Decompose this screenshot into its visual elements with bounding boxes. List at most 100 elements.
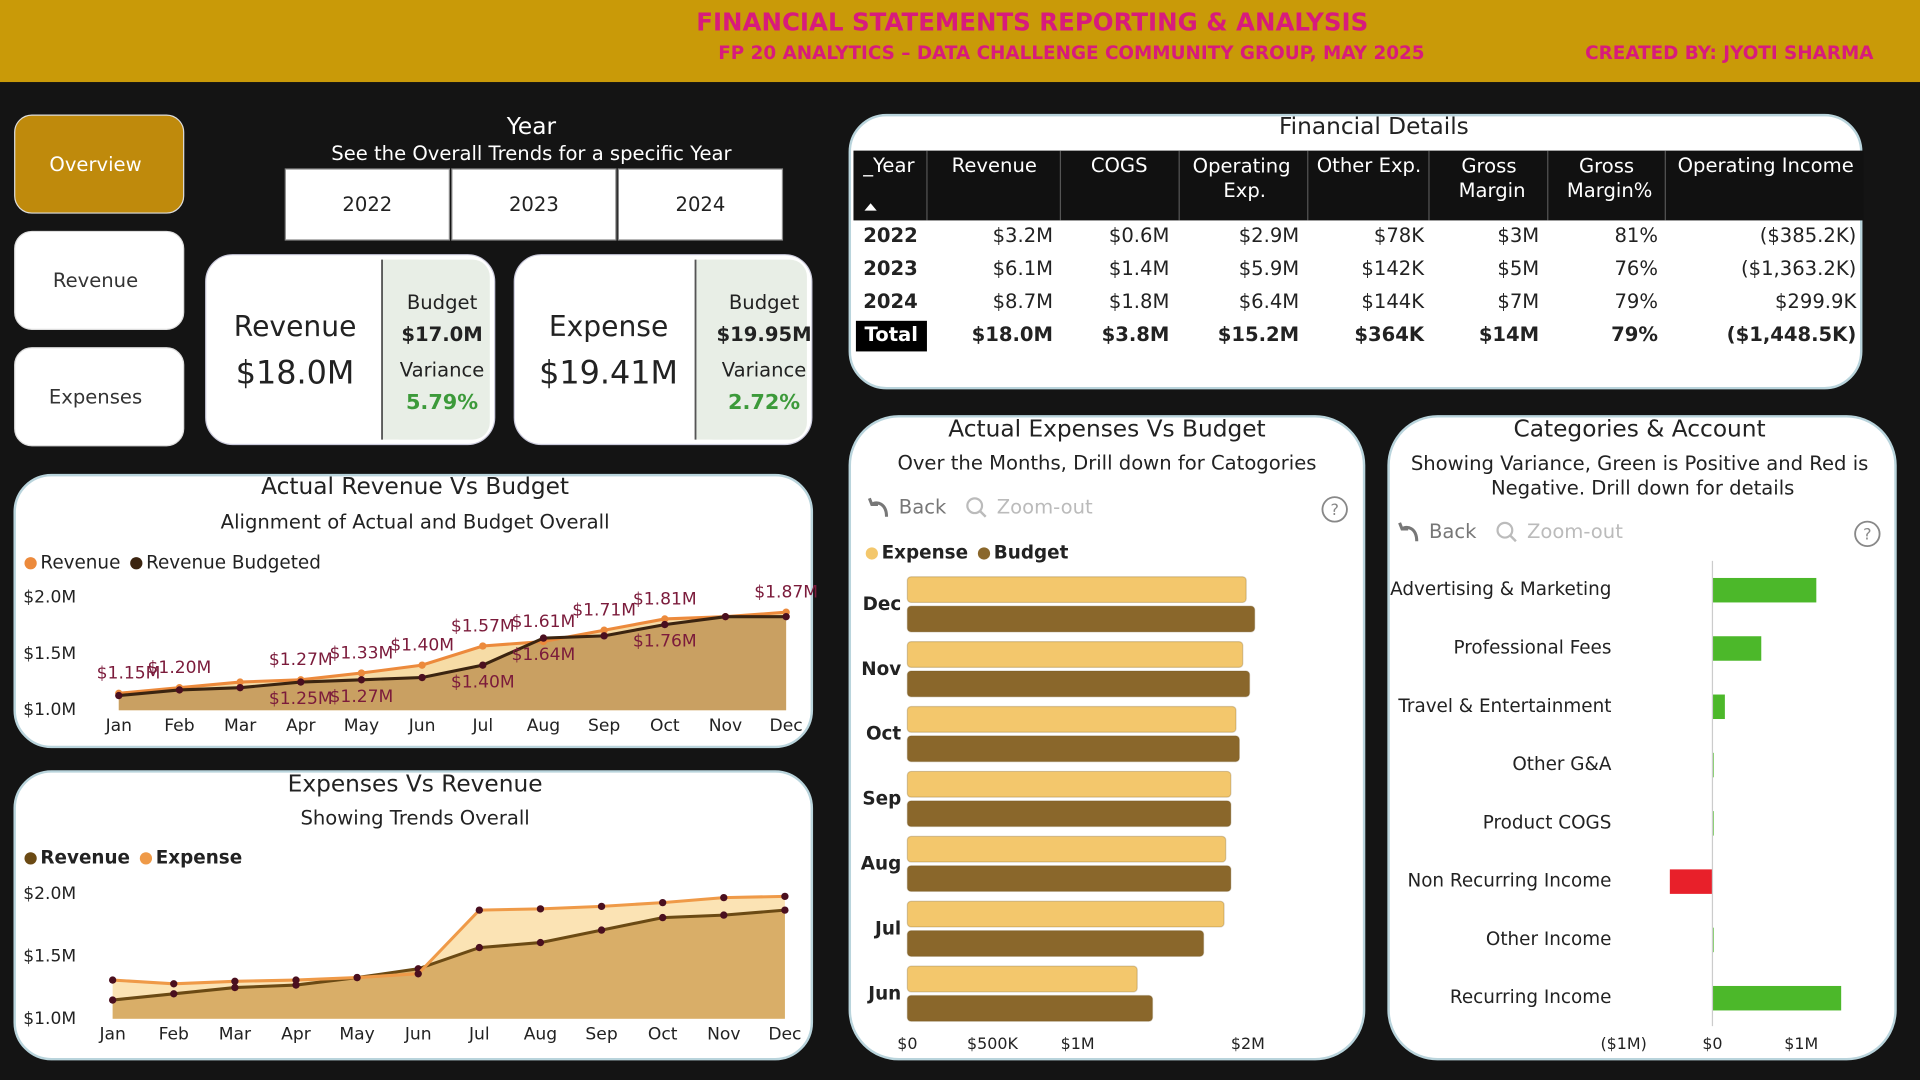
- data-point: [781, 892, 789, 901]
- bar: [906, 994, 1154, 1022]
- category-label: Recurring Income: [1450, 987, 1612, 1008]
- data-point: [597, 926, 606, 934]
- table-cell: 79%: [1614, 290, 1658, 313]
- data-point: [658, 898, 667, 907]
- data-label: $1.61M: [512, 612, 576, 632]
- credit: CREATED BY: JYOTI SHARMA: [1585, 43, 1874, 64]
- bar: [906, 605, 1256, 633]
- x-tick-label: $0: [897, 1034, 917, 1053]
- table-cell: $78K: [1374, 224, 1425, 247]
- zoom-icon[interactable]: [1496, 521, 1514, 539]
- data-point: [231, 977, 239, 985]
- category-label: Jun: [866, 983, 901, 1004]
- table-total: ($1,448.5K): [1727, 323, 1857, 346]
- bar: [906, 670, 1251, 698]
- year-option-label[interactable]: 2022: [342, 193, 392, 216]
- zoom-icon[interactable]: [978, 509, 987, 518]
- bar: [906, 800, 1232, 828]
- bar: [906, 705, 1237, 733]
- bar: [1712, 636, 1762, 661]
- table-total: $3.8M: [1102, 323, 1170, 346]
- data-point: [661, 620, 669, 629]
- data-point: [170, 990, 178, 998]
- zoom-icon[interactable]: [966, 497, 984, 515]
- kpi-budget-label: Budget: [729, 291, 800, 314]
- legend-swatch: [24, 852, 37, 865]
- table-cell: $6.4M: [1239, 290, 1299, 313]
- bar: [1712, 577, 1817, 603]
- year-option-label[interactable]: 2023: [509, 193, 559, 216]
- y-tick-label: $1.0M: [23, 1009, 76, 1029]
- help-label[interactable]: ?: [1863, 525, 1871, 544]
- help-label[interactable]: ?: [1330, 500, 1338, 519]
- x-tick-label: $1M: [1784, 1034, 1818, 1053]
- data-point: [600, 632, 608, 640]
- nav-button[interactable]: [14, 114, 185, 214]
- nav-label[interactable]: Overview: [49, 153, 141, 176]
- category-label: Dec: [863, 594, 902, 615]
- x-tick-label: Nov: [707, 1025, 740, 1045]
- help-icon[interactable]: [1854, 520, 1881, 548]
- kpi-variance: 2.72%: [728, 390, 800, 414]
- legend-swatch: [24, 557, 37, 570]
- category-label: Product COGS: [1483, 812, 1612, 833]
- bar: [906, 900, 1225, 928]
- zoomout-button[interactable]: Zoom-out: [1527, 520, 1623, 543]
- year-option-label[interactable]: 2024: [675, 193, 725, 216]
- data-point: [479, 642, 487, 650]
- data-point: [781, 906, 789, 914]
- y-tick-label: $1.5M: [23, 644, 76, 664]
- nav-button[interactable]: [14, 230, 185, 330]
- kpi-variance: 5.79%: [406, 390, 478, 414]
- data-label: $1.20M: [148, 658, 212, 678]
- data-point: [170, 980, 178, 988]
- total-badge: [855, 320, 927, 352]
- chart-subtitle: Showing Variance, Green is Positive and …: [1411, 452, 1869, 499]
- back-button[interactable]: Back: [899, 496, 947, 519]
- chart-panel: [1387, 415, 1897, 1061]
- x-tick-label: Jun: [404, 1025, 432, 1045]
- bar: [906, 835, 1227, 863]
- table-cell: $6.1M: [993, 257, 1053, 280]
- table-cell: $1.8M: [1109, 290, 1169, 313]
- help-icon[interactable]: [1321, 496, 1348, 523]
- back-icon[interactable]: [1398, 522, 1419, 542]
- table-cell: $8.7M: [993, 290, 1053, 313]
- column-header: Operating Exp.: [1193, 154, 1291, 201]
- data-label: $1.87M: [754, 583, 818, 603]
- data-point: [597, 902, 606, 911]
- nav-button[interactable]: [14, 347, 185, 447]
- x-tick-label: Apr: [286, 716, 317, 736]
- back-button[interactable]: Back: [1429, 520, 1477, 543]
- column-header: Gross Margin%: [1561, 154, 1653, 201]
- data-label: $1.15M: [97, 664, 161, 684]
- back-icon[interactable]: [867, 497, 889, 517]
- filter-subtitle: See the Overall Trends for a specific Ye…: [331, 142, 732, 165]
- data-label: $1.33M: [330, 643, 394, 663]
- zoomout-button[interactable]: Zoom-out: [997, 496, 1093, 519]
- table-cell: 76%: [1614, 257, 1658, 280]
- bar: [906, 865, 1232, 893]
- nav-label[interactable]: Revenue: [53, 269, 138, 292]
- legend-swatch: [139, 852, 153, 865]
- kpi-inner: [695, 259, 733, 440]
- header-bar: [0, 0, 1920, 83]
- x-tick-label: Apr: [281, 1025, 312, 1045]
- year-option[interactable]: [451, 168, 617, 241]
- data-point: [475, 943, 484, 952]
- category-label: Other G&A: [1512, 754, 1612, 775]
- data-point: [418, 661, 426, 669]
- zoom-icon[interactable]: [1508, 534, 1517, 543]
- table-cell: 2022: [863, 224, 917, 247]
- kpi-inner: [382, 259, 419, 440]
- category-label: Jul: [873, 918, 901, 939]
- legend-label: Budget: [994, 542, 1069, 563]
- legend-label: Expense: [882, 542, 968, 563]
- nav-label[interactable]: Expenses: [49, 385, 142, 408]
- data-label: $1.40M: [390, 636, 454, 656]
- table-cell: $1.4M: [1109, 257, 1169, 280]
- year-option[interactable]: [284, 168, 451, 241]
- year-option[interactable]: [617, 168, 784, 241]
- kpi-budget-label: Budget: [407, 291, 478, 314]
- x-tick-label: Aug: [524, 1025, 557, 1045]
